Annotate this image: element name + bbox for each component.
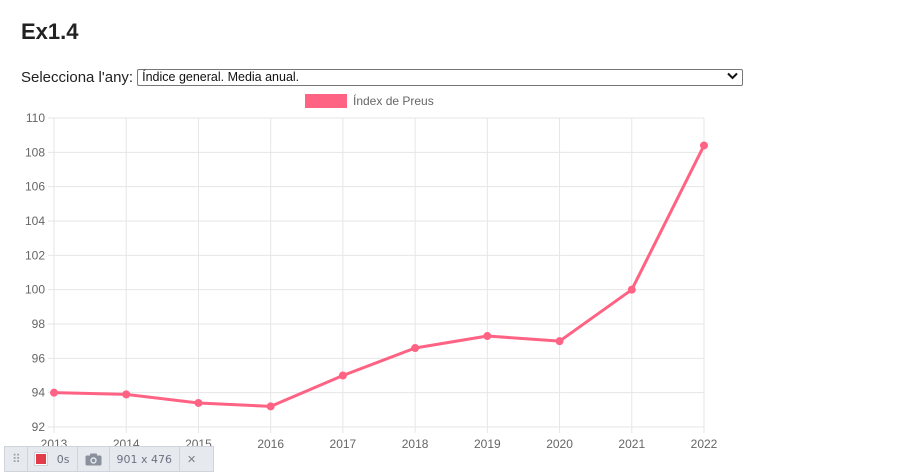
y-axis-ticks: 92 94 96 98 100 102 104 106 108 110 <box>25 111 45 434</box>
y-tick-label: 100 <box>25 283 45 297</box>
chart-series <box>50 141 708 411</box>
capture-toolbar: ⠿ 0s 901 x 476 ✕ <box>4 446 214 472</box>
y-tick-label: 108 <box>25 145 45 159</box>
camera-icon <box>85 453 102 465</box>
x-tick-label: 2016 <box>257 437 284 451</box>
data-point <box>700 141 708 150</box>
year-select-value: Índice general. Media anual. <box>142 70 300 84</box>
legend-swatch <box>305 94 347 108</box>
y-tick-label: 98 <box>32 317 46 331</box>
x-tick-label: 2018 <box>402 437 429 451</box>
screenshot-button[interactable] <box>78 447 110 471</box>
record-button[interactable]: 0s <box>28 447 78 471</box>
series-line <box>53 144 706 408</box>
year-select[interactable]: Índice general. Media anual. <box>137 68 744 86</box>
drag-handle-icon[interactable]: ⠿ <box>5 447 28 471</box>
data-point <box>627 285 636 294</box>
y-tick-label: 102 <box>25 248 45 262</box>
viewport-size: 901 x 476 <box>110 447 181 471</box>
data-point <box>483 332 492 341</box>
data-point <box>122 390 131 399</box>
x-tick-label: 2019 <box>474 437 501 451</box>
data-point <box>555 337 564 346</box>
record-icon <box>33 452 48 466</box>
x-tick-label: 2017 <box>330 437 357 451</box>
legend-label: Índex de Preus <box>353 93 434 108</box>
x-tick-label: 2021 <box>618 437 645 451</box>
x-tick-label: 2020 <box>546 437 573 451</box>
y-tick-label: 106 <box>25 180 45 194</box>
record-time: 0s <box>56 452 70 466</box>
y-tick-label: 104 <box>25 214 45 228</box>
close-icon[interactable]: ✕ <box>187 452 197 466</box>
data-point <box>266 402 275 411</box>
chart-grid <box>48 117 705 433</box>
data-point <box>50 388 58 397</box>
y-tick-label: 110 <box>26 111 45 125</box>
y-tick-label: 94 <box>32 386 46 400</box>
year-selector-label: Selecciona l'any: <box>21 68 134 86</box>
data-point <box>338 371 347 380</box>
data-point <box>411 344 420 353</box>
x-tick-label: 2022 <box>691 437 718 451</box>
y-tick-label: 92 <box>32 420 46 434</box>
chevron-down-icon <box>727 71 738 83</box>
chart-legend: Índex de Preus <box>305 93 434 108</box>
y-tick-label: 96 <box>32 351 46 365</box>
page-title: Ex1.4 <box>21 19 79 44</box>
data-point <box>194 398 203 407</box>
year-selector-row: Selecciona l'any: Índice general. Media … <box>21 67 744 87</box>
